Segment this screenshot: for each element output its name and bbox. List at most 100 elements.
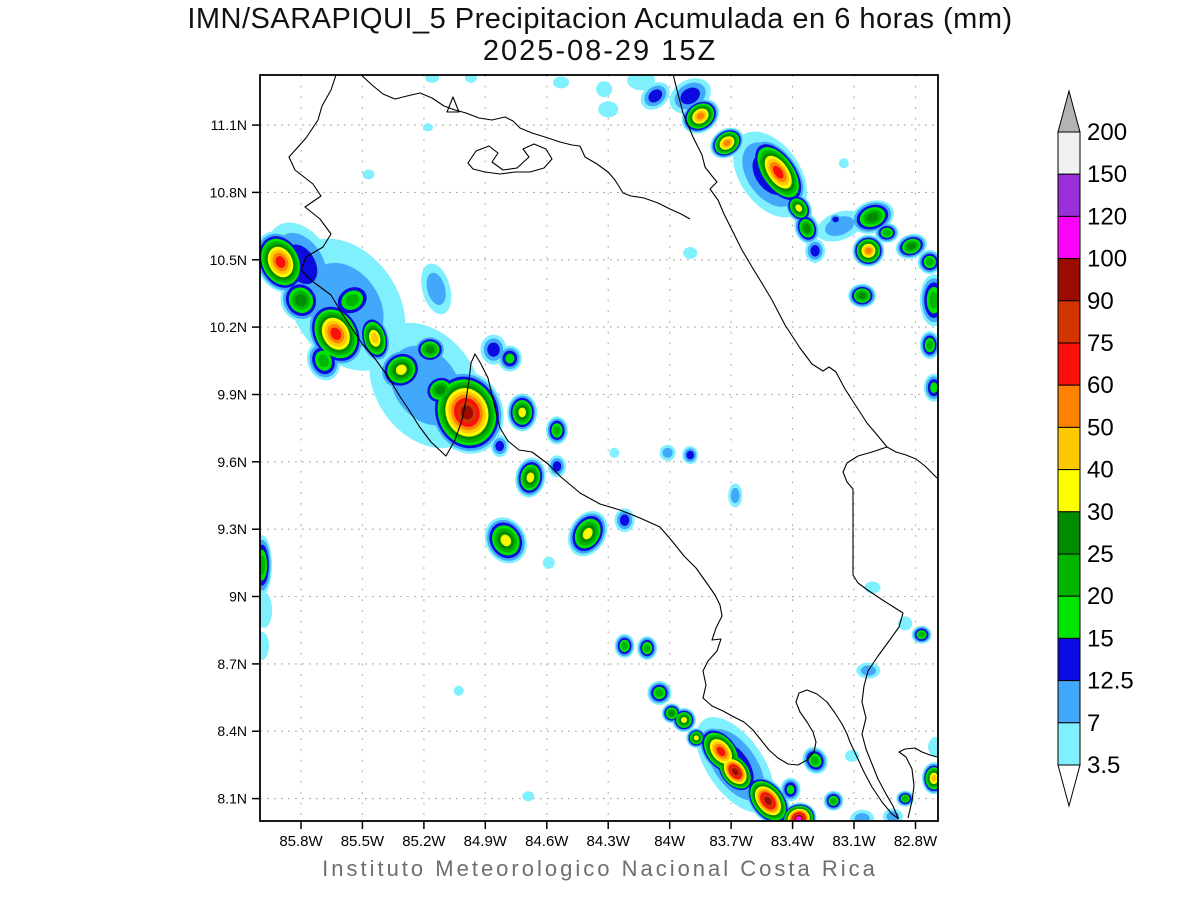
precip-contour-ring <box>453 685 464 696</box>
lon-tick-label: 85.5W <box>341 833 385 850</box>
precip-contour-ring <box>619 514 630 526</box>
precip-contour-ring <box>803 223 811 233</box>
colorbar-segment <box>1057 469 1081 513</box>
precip-contour-ring <box>260 555 266 575</box>
valid-time-subtitle: 2025-08-29 15Z <box>482 35 718 67</box>
precip-contour-ring <box>662 447 673 458</box>
precip-contour-ring <box>858 292 867 300</box>
lon-tick-label: 85.2W <box>402 833 446 850</box>
colorbar-label: 7 <box>1087 710 1100 737</box>
precip-contour-ring <box>772 165 784 179</box>
lat-tick-label: 11.1N <box>211 117 247 133</box>
lon-tick-label: 84W <box>654 833 686 850</box>
coastline-path <box>288 75 900 820</box>
precip-contour-ring <box>609 447 620 458</box>
lat-tick-label: 8.1N <box>217 791 247 807</box>
precip-contour-ring <box>505 353 515 364</box>
colorbar-segment <box>1057 342 1081 386</box>
coastline-path <box>842 446 904 819</box>
precip-contour-ring <box>764 796 772 805</box>
precip-contour-ring <box>465 75 477 83</box>
colorbar-label: 25 <box>1087 541 1114 568</box>
colorbar-segment <box>1057 300 1081 344</box>
precip-contour-ring <box>345 294 359 307</box>
precip-contour-ring <box>902 796 909 802</box>
lon-tick-label: 82.8W <box>894 833 938 850</box>
precip-contour-ring <box>495 440 505 452</box>
precip-contour-ring <box>330 327 342 340</box>
colorbar-segment <box>1057 637 1081 682</box>
precip-contour-ring <box>522 791 535 802</box>
colorbar-under-arrow <box>1057 764 1081 808</box>
precip-contour-ring <box>552 461 562 472</box>
precip-contour-ring <box>854 813 870 821</box>
coastline-path <box>467 143 553 175</box>
colorbar-label: 15 <box>1087 625 1114 652</box>
precip-contour-ring <box>518 407 526 418</box>
colorbar-segment <box>1057 173 1081 217</box>
colorbar-segment <box>1057 215 1081 260</box>
precip-contour-ring <box>487 342 500 357</box>
lon-tick-label: 84.3W <box>587 833 631 850</box>
precip-contour-ring <box>795 204 803 212</box>
precip-contour-ring <box>811 756 820 765</box>
page-title: IMN/SARAPIQUI_5 Precipitacion Acumulada … <box>187 3 1013 35</box>
colorbar-segment <box>1057 384 1081 428</box>
colorbar-label: 150 <box>1087 161 1127 188</box>
precip-contour-ring <box>542 556 555 569</box>
colorbar-segment <box>1057 131 1081 175</box>
colorbar-segment <box>1057 511 1081 555</box>
colorbar-segment <box>1057 426 1081 471</box>
lat-tick-label: 8.4N <box>217 723 247 739</box>
colorbar: 200 150 120 100 90 75 60 50 40 30 25 20 15 12.5 7 3.5 <box>1057 89 1134 808</box>
precip-contour-ring <box>275 256 286 268</box>
coastline-path <box>446 96 460 113</box>
precip-contour-ring <box>795 816 802 821</box>
precip-contour-ring <box>435 385 446 395</box>
precip-contour-ring <box>582 527 593 540</box>
precip-contour-ring <box>426 272 446 306</box>
precip-contour-ring <box>553 425 561 435</box>
precip-contour-ring <box>260 631 269 660</box>
precip-contour-ring <box>500 534 512 547</box>
precip-contour-ring <box>929 291 938 309</box>
lon-tick-label: 83.4W <box>771 833 815 850</box>
precip-contour-ring <box>723 139 731 147</box>
precip-contour-ring <box>931 774 937 782</box>
precip-contour-ring <box>655 689 664 697</box>
precip-contour-ring <box>865 247 872 255</box>
precip-contour-ring <box>864 581 881 594</box>
precip-contour-ring <box>260 592 273 628</box>
colorbar-label: 60 <box>1087 372 1114 399</box>
colorbar-label: 100 <box>1087 246 1127 273</box>
lon-tick-label: 84.9W <box>464 833 508 850</box>
precip-contour-ring <box>362 169 375 180</box>
precip-contour-ring <box>830 797 837 804</box>
colorbar-segment <box>1057 258 1081 302</box>
precip-contour-ring <box>786 785 795 795</box>
precip-contour-ring <box>930 382 938 394</box>
lat-tick-label: 8.7N <box>217 656 247 672</box>
colorbar-label: 20 <box>1087 583 1114 610</box>
lat-tick-label: 9N <box>229 589 247 605</box>
colorbar-segment <box>1057 595 1081 639</box>
precip-contour-ring <box>668 710 675 716</box>
precip-contour-ring <box>423 123 433 132</box>
precip-contour-ring <box>731 768 739 776</box>
lon-tick-label: 84.6W <box>525 833 569 850</box>
precip-contour-ring <box>907 242 916 250</box>
colorbar-label: 12.5 <box>1087 668 1134 695</box>
precip-contour-ring <box>681 717 687 723</box>
colorbar-label: 90 <box>1087 288 1114 315</box>
precip-contour-ring <box>928 736 938 757</box>
precip-contour-ring <box>683 247 698 259</box>
precip-contour-ring <box>810 245 820 257</box>
coastlines <box>288 75 938 820</box>
precip-contour-ring <box>696 112 705 120</box>
colorbar-label: 75 <box>1087 330 1114 357</box>
precip-contour-ring <box>716 746 726 757</box>
precip-contour-ring <box>553 76 570 89</box>
lat-tick-label: 9.3N <box>217 521 247 537</box>
precip-contour-ring <box>643 644 651 652</box>
